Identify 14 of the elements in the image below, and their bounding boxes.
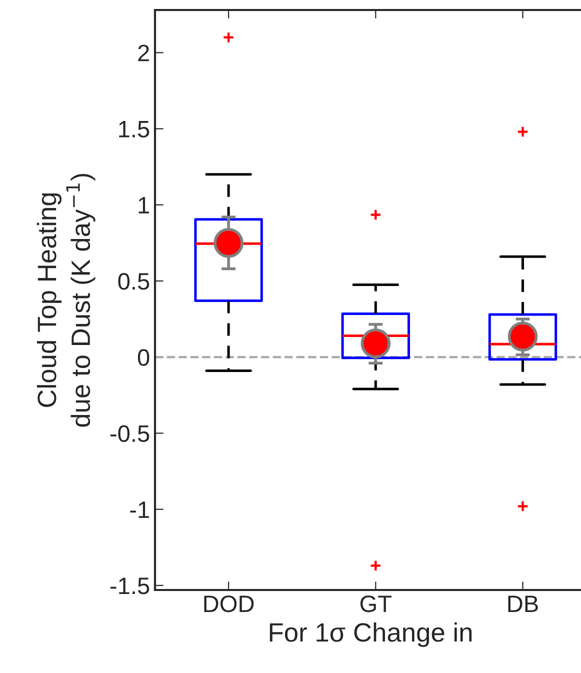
- x-tick-label: DB: [508, 596, 538, 612]
- y-tick-label: 1.5: [119, 121, 150, 138]
- y-tick-label: 0.5: [118, 273, 150, 290]
- y-tick-label: 0: [138, 349, 150, 366]
- y-tick-label: 1: [138, 197, 149, 214]
- y-tick-label: -1: [130, 502, 149, 518]
- y-tick-label: -1.5: [110, 578, 150, 594]
- y-axis-title: Cloud Top Heating due to Dust (K day$^{−1}$): [36, 174, 96, 427]
- x-tick-label: DOD: [204, 595, 254, 612]
- point: [214, 228, 244, 258]
- y-tick-label: -0.5: [110, 425, 150, 442]
- y-tick-label: 2: [138, 44, 149, 62]
- x-axis-title: For 1σ Change in: [270, 622, 472, 648]
- x-tick-label: GT: [360, 595, 392, 612]
